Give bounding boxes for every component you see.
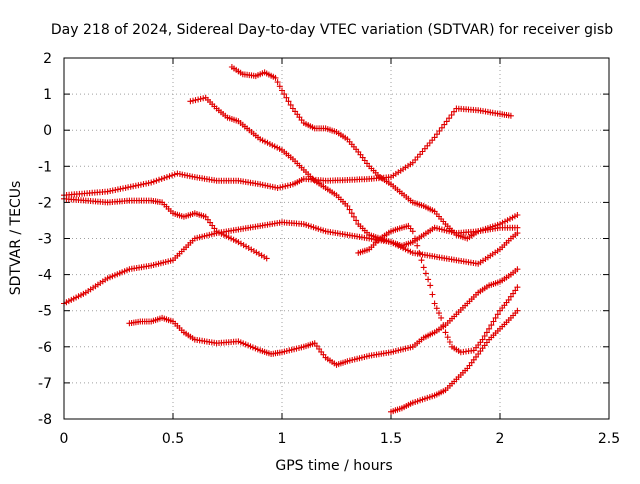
axis-ticks: 0 0.5 1 1.5 2 2.5 -8 -7 -6 -5 -4 -3 -2 -1 0 1 2 [38, 51, 620, 447]
x-tick-label: 0.5 [162, 431, 184, 447]
y-tick-label: -4 [38, 268, 52, 284]
chart-title: Day 218 of 2024, Sidereal Day-to-day VTE… [51, 22, 613, 38]
plot-frame [63, 57, 610, 420]
series-track-8 [388, 307, 521, 415]
series-track-1 [61, 105, 514, 199]
y-axis-label: SDTVAR / TECUs [8, 181, 24, 296]
x-tick-label: 1.5 [380, 431, 402, 447]
series-track-6 [126, 266, 521, 368]
data-marks [61, 64, 521, 415]
plus-markers [355, 222, 521, 356]
y-tick-label: -6 [38, 340, 52, 356]
plus-markers [388, 307, 521, 415]
plus-markers [61, 105, 514, 199]
y-tick-label: -3 [38, 232, 52, 248]
plus-markers [126, 266, 521, 368]
x-tick-label: 0 [60, 431, 69, 447]
x-tick-label: 2.5 [598, 431, 620, 447]
y-tick-label: 0 [43, 123, 52, 139]
y-tick-label: -1 [38, 159, 52, 175]
y-tick-label: -7 [38, 376, 52, 392]
y-tick-label: -8 [38, 412, 52, 428]
y-tick-label: -5 [38, 304, 52, 320]
y-tick-label: 1 [43, 87, 52, 103]
plus-markers [187, 94, 521, 249]
series-track-4 [187, 94, 521, 249]
plus-markers [228, 64, 521, 242]
series-track-7 [355, 222, 521, 356]
y-tick-label: -2 [38, 195, 52, 211]
series-track-5 [228, 64, 521, 242]
x-axis-label: GPS time / hours [275, 458, 392, 474]
y-tick-label: 2 [43, 51, 52, 67]
x-tick-label: 1 [278, 431, 287, 447]
x-tick-label: 2 [496, 431, 505, 447]
